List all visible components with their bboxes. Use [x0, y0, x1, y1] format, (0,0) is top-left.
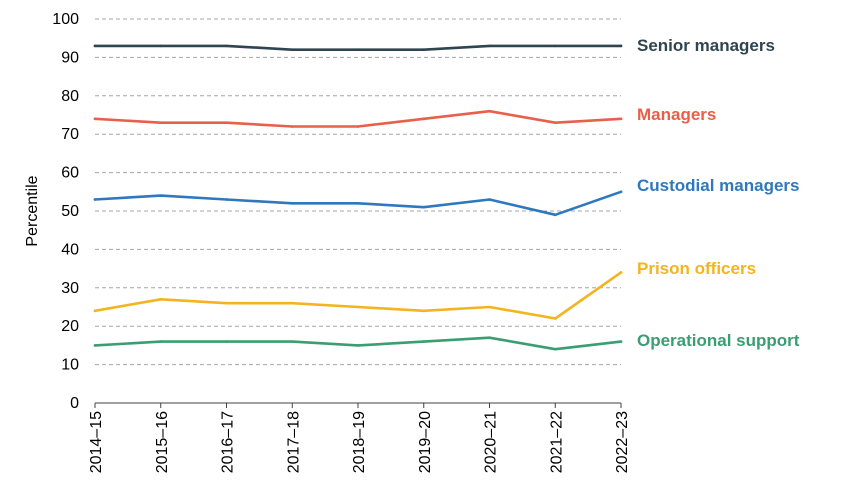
y-tick-label: 80 — [61, 88, 79, 105]
y-tick-label: 30 — [61, 280, 79, 297]
y-axis-title: Percentile — [24, 175, 41, 246]
data-point — [422, 340, 426, 343]
data-point — [290, 340, 294, 343]
series-label: Managers — [637, 105, 716, 124]
series-line-operational-support — [93, 336, 623, 351]
data-point — [290, 202, 294, 205]
data-point — [356, 305, 360, 309]
data-point — [93, 44, 97, 48]
data-point — [159, 121, 163, 124]
data-point — [159, 44, 163, 48]
data-point — [159, 298, 163, 301]
data-point — [553, 213, 557, 217]
data-point — [159, 194, 163, 197]
data-point — [619, 117, 623, 121]
y-tick-label: 90 — [61, 49, 79, 66]
x-tick-label: 2019–20 — [417, 411, 434, 473]
y-tick-label: 60 — [61, 165, 79, 182]
series-line-prison-officers — [93, 271, 623, 320]
data-point — [225, 44, 228, 48]
data-point — [619, 271, 623, 274]
data-point — [93, 117, 97, 121]
x-tick-label: 2021–22 — [548, 411, 565, 473]
data-point — [619, 44, 623, 48]
data-point — [225, 121, 228, 124]
data-point — [553, 347, 557, 351]
data-point — [356, 48, 360, 52]
data-point — [356, 202, 360, 205]
x-tick-label: 2016–17 — [220, 411, 237, 473]
data-point — [488, 198, 491, 201]
data-point — [422, 309, 426, 313]
x-tick-label: 2015–16 — [154, 411, 171, 473]
series-label: Senior managers — [637, 36, 775, 55]
data-point — [356, 344, 360, 347]
data-point — [488, 336, 491, 340]
data-point — [422, 48, 426, 52]
series-layer — [93, 44, 623, 351]
data-point — [93, 198, 97, 201]
x-tick-label: 2020–21 — [483, 411, 500, 473]
label-layer: Senior managers Managers Custodial manager… — [637, 36, 800, 350]
data-point — [488, 44, 491, 48]
series-line-managers — [93, 109, 623, 128]
series-label: Prison officers — [637, 259, 756, 278]
data-point — [488, 109, 491, 113]
x-tick-label: 2017–18 — [285, 411, 302, 473]
data-point — [159, 340, 163, 343]
y-tick-label: 70 — [61, 126, 79, 143]
x-tick-label: 2022–23 — [614, 411, 631, 473]
data-point — [290, 301, 294, 305]
axis-layer: 0 10 20 30 40 50 60 70 80 90 100 2014–15 2015–16 2016… — [52, 11, 631, 473]
data-point — [225, 340, 228, 343]
y-tick-label: 20 — [61, 318, 79, 335]
data-point — [553, 121, 557, 124]
data-point — [619, 340, 623, 343]
data-point — [356, 125, 360, 128]
y-tick-label: 100 — [52, 11, 79, 28]
data-point — [488, 305, 491, 309]
series-label: Operational support — [637, 331, 800, 350]
x-tick-label: 2014–15 — [88, 411, 105, 473]
y-tick-label: 40 — [61, 241, 79, 258]
grid-layer — [95, 18, 621, 366]
y-tick-label: 0 — [70, 395, 79, 412]
data-point — [619, 190, 623, 194]
data-point — [422, 117, 426, 121]
y-tick-label: 10 — [61, 357, 79, 374]
x-tick-label: 2018–19 — [351, 411, 368, 473]
y-tick-label: 50 — [61, 203, 79, 220]
data-point — [553, 44, 557, 48]
data-point — [93, 344, 97, 347]
data-point — [225, 198, 228, 201]
series-label: Custodial managers — [637, 176, 800, 195]
data-point — [553, 317, 557, 320]
data-point — [93, 309, 97, 313]
data-point — [422, 205, 426, 209]
data-point — [290, 125, 294, 128]
data-point — [225, 301, 228, 305]
data-point — [290, 48, 294, 52]
